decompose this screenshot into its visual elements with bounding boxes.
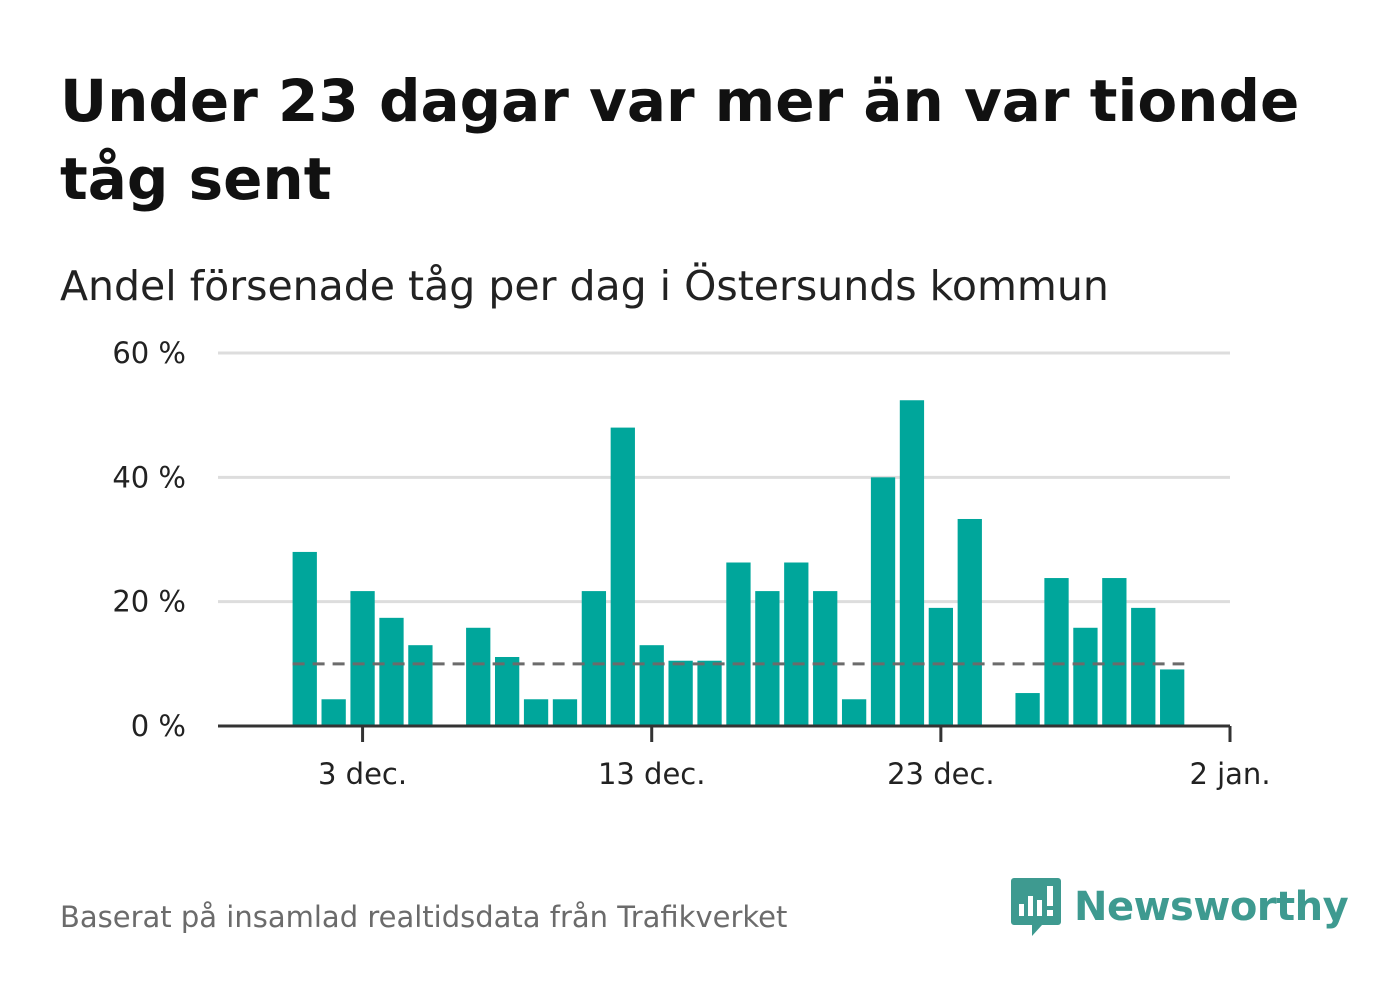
y-tick-label: 20 % bbox=[112, 585, 186, 619]
bar bbox=[610, 427, 635, 726]
x-tick-label: 23 dec. bbox=[887, 757, 995, 791]
x-tick-label: 3 dec. bbox=[318, 757, 407, 791]
bar bbox=[813, 591, 838, 726]
newsworthy-logo[interactable]: Newsworthy bbox=[1010, 876, 1349, 938]
source-note: Baserat på insamlad realtidsdata från Tr… bbox=[60, 900, 788, 934]
bar bbox=[321, 699, 346, 726]
brand-name: Newsworthy bbox=[1074, 884, 1349, 930]
bar bbox=[1160, 669, 1185, 726]
bar bbox=[957, 518, 982, 726]
y-tick-label: 60 % bbox=[112, 336, 186, 370]
bar bbox=[523, 699, 549, 726]
bar bbox=[639, 645, 664, 726]
bar bbox=[350, 591, 375, 726]
bar bbox=[755, 591, 780, 726]
bar bbox=[668, 660, 693, 726]
bar bbox=[899, 400, 925, 726]
bar bbox=[1073, 627, 1098, 726]
bar bbox=[379, 617, 404, 726]
bar bbox=[1131, 607, 1156, 726]
bar bbox=[841, 699, 867, 726]
bar bbox=[552, 699, 578, 726]
newsworthy-logo-icon bbox=[1011, 878, 1061, 936]
chart-subtitle: Andel försenade tåg per dag i Östersunds… bbox=[60, 262, 1109, 310]
bar-chart: 0 % 20 % 40 % 60 % 3 dec. 13 dec. 23 dec. 2 jan… bbox=[112, 336, 1270, 791]
y-tick-label: 40 % bbox=[112, 460, 186, 494]
chart-title: Under 23 dagar var mer än var tionde tåg… bbox=[60, 67, 1300, 213]
bar bbox=[466, 627, 491, 726]
bar bbox=[870, 477, 896, 726]
bar bbox=[1044, 578, 1069, 726]
bar bbox=[1102, 578, 1127, 726]
bar bbox=[292, 551, 317, 726]
y-tick-label: 0 % bbox=[131, 709, 186, 743]
bar bbox=[1015, 693, 1040, 726]
bar bbox=[784, 562, 809, 726]
bar bbox=[726, 562, 751, 726]
bar bbox=[697, 660, 722, 726]
bar bbox=[494, 656, 520, 726]
bar bbox=[581, 591, 607, 726]
x-tick-label: 13 dec. bbox=[598, 757, 706, 791]
bar bbox=[928, 607, 954, 726]
x-tick-label: 2 jan. bbox=[1189, 757, 1270, 791]
bar bbox=[408, 645, 433, 726]
